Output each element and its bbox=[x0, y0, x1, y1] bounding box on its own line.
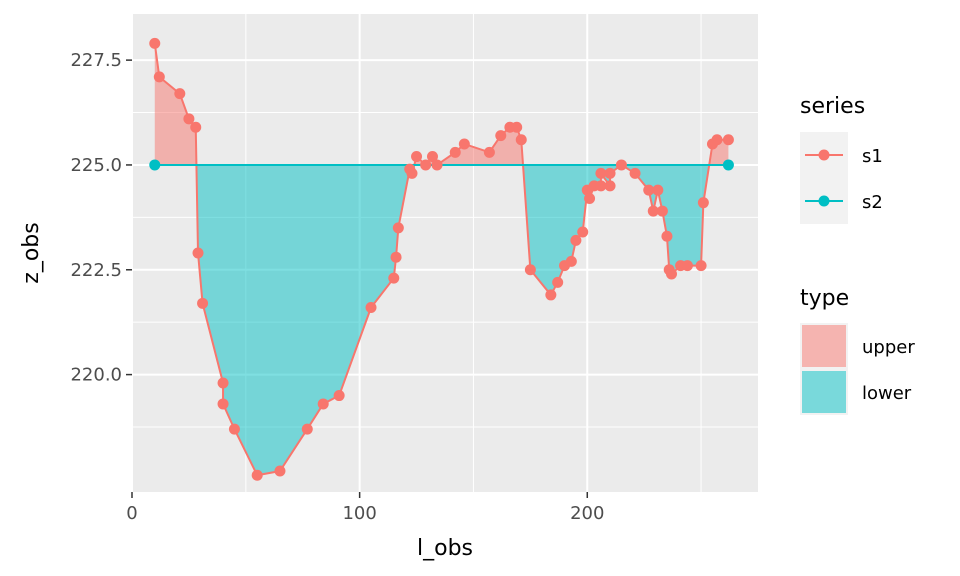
data-point-s1 bbox=[656, 205, 668, 217]
data-point-s1 bbox=[595, 180, 607, 192]
y-tick-label: 220.0 bbox=[70, 365, 122, 386]
legend-type-title: type bbox=[800, 286, 849, 311]
data-point-s1 bbox=[604, 167, 616, 179]
x-tick-label: 0 bbox=[126, 503, 137, 524]
legend-key-point-s2 bbox=[818, 195, 830, 207]
data-point-s1 bbox=[174, 88, 186, 100]
data-point-s1 bbox=[565, 255, 577, 267]
data-point-s1 bbox=[197, 297, 209, 309]
data-point-s1 bbox=[722, 134, 734, 146]
data-point-s1 bbox=[251, 469, 263, 481]
series-points bbox=[149, 37, 734, 481]
data-point-s1 bbox=[584, 192, 596, 204]
data-point-s1 bbox=[365, 302, 377, 314]
data-point-s1 bbox=[661, 230, 673, 242]
data-point-s1 bbox=[426, 151, 438, 163]
axes: 0 100 200 220.0 222.5 225.0 227.5 bbox=[70, 50, 604, 524]
data-point-s1 bbox=[545, 289, 557, 301]
legend-label-s2: s2 bbox=[862, 192, 883, 213]
data-point-s1 bbox=[406, 167, 418, 179]
legend-key-fill-lower bbox=[802, 371, 846, 413]
data-point-s1 bbox=[577, 226, 589, 238]
data-point-s1 bbox=[217, 398, 229, 410]
x-tick-label: 200 bbox=[570, 503, 604, 524]
fill-lower bbox=[196, 164, 415, 476]
data-point-s1 bbox=[629, 167, 641, 179]
y-axis-title: z_obs bbox=[19, 222, 44, 283]
data-point-s1 bbox=[681, 260, 693, 272]
data-point-s1 bbox=[274, 465, 286, 477]
data-point-s2 bbox=[149, 159, 161, 171]
data-point-s1 bbox=[333, 390, 345, 402]
y-tick-label: 227.5 bbox=[70, 50, 122, 71]
data-point-s1 bbox=[458, 138, 470, 150]
data-point-s1 bbox=[552, 276, 564, 288]
legend-key-point-s1 bbox=[818, 149, 830, 161]
legend-series-title: series bbox=[800, 94, 865, 119]
data-point-s1 bbox=[217, 377, 229, 389]
fill-upper bbox=[154, 43, 197, 165]
data-point-s1 bbox=[615, 159, 627, 171]
data-point-s1 bbox=[431, 159, 443, 171]
data-point-s1 bbox=[652, 184, 664, 196]
data-point-s2 bbox=[722, 159, 734, 171]
data-point-s1 bbox=[695, 260, 707, 272]
data-point-s1 bbox=[515, 134, 527, 146]
data-point-s1 bbox=[392, 222, 404, 234]
legend-key-fill-upper bbox=[802, 325, 846, 367]
data-point-s1 bbox=[420, 159, 432, 171]
y-tick-label: 222.5 bbox=[70, 260, 122, 281]
data-point-s1 bbox=[192, 247, 204, 259]
data-point-s1 bbox=[495, 130, 507, 142]
data-point-s1 bbox=[317, 398, 329, 410]
x-axis-title: l_obs bbox=[417, 536, 473, 561]
data-point-s1 bbox=[647, 205, 659, 217]
data-point-s1 bbox=[183, 113, 195, 125]
legend-label-upper: upper bbox=[862, 337, 915, 358]
data-point-s1 bbox=[228, 423, 240, 435]
data-point-s1 bbox=[149, 37, 161, 49]
data-point-s1 bbox=[711, 134, 723, 146]
data-point-s1 bbox=[511, 121, 523, 133]
data-point-s1 bbox=[190, 121, 202, 133]
data-point-s1 bbox=[301, 423, 313, 435]
data-point-s1 bbox=[570, 234, 582, 246]
data-point-s1 bbox=[643, 184, 655, 196]
legend-label-s1: s1 bbox=[862, 146, 883, 167]
data-point-s1 bbox=[595, 167, 607, 179]
data-point-s1 bbox=[390, 251, 402, 263]
legend-type: type upper lower bbox=[800, 286, 915, 415]
data-point-s1 bbox=[524, 264, 536, 276]
data-point-s1 bbox=[483, 146, 495, 158]
data-point-s1 bbox=[388, 272, 400, 284]
data-point-s1 bbox=[449, 146, 461, 158]
data-point-s1 bbox=[665, 268, 677, 280]
data-point-s1 bbox=[411, 151, 423, 163]
legend-label-lower: lower bbox=[862, 383, 912, 404]
data-point-s1 bbox=[153, 71, 165, 83]
x-tick-label: 100 bbox=[342, 503, 376, 524]
y-tick-label: 225.0 bbox=[70, 155, 122, 176]
legend-series: series s1 s2 bbox=[800, 94, 883, 224]
data-point-s1 bbox=[604, 180, 616, 192]
data-point-s1 bbox=[697, 197, 709, 209]
